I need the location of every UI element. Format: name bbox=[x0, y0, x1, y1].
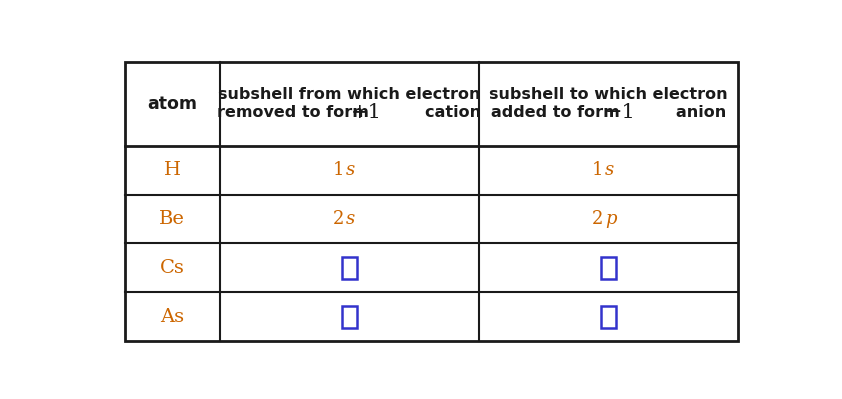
Text: subshell to which electron: subshell to which electron bbox=[489, 87, 728, 102]
Bar bbox=[601, 306, 616, 328]
Text: Be: Be bbox=[159, 210, 185, 228]
Text: removed to form          cation: removed to form cation bbox=[217, 105, 482, 120]
Bar bbox=[343, 306, 357, 328]
Text: atom: atom bbox=[147, 95, 197, 113]
Text: s: s bbox=[345, 210, 354, 228]
Text: subshell from which electron: subshell from which electron bbox=[218, 87, 481, 102]
Text: 2: 2 bbox=[592, 210, 604, 228]
Text: added to form          anion: added to form anion bbox=[491, 105, 727, 120]
Text: p: p bbox=[605, 210, 616, 228]
Text: 2: 2 bbox=[333, 210, 344, 228]
Text: −1: −1 bbox=[605, 103, 636, 122]
Text: s: s bbox=[345, 161, 354, 179]
Text: +1: +1 bbox=[350, 103, 381, 122]
Text: As: As bbox=[160, 308, 184, 326]
Text: 1: 1 bbox=[592, 161, 604, 179]
Bar bbox=[601, 257, 616, 279]
Text: Cs: Cs bbox=[160, 259, 184, 277]
Text: s: s bbox=[605, 161, 614, 179]
Text: H: H bbox=[164, 161, 181, 179]
Bar bbox=[343, 257, 357, 279]
Text: 1: 1 bbox=[333, 161, 344, 179]
